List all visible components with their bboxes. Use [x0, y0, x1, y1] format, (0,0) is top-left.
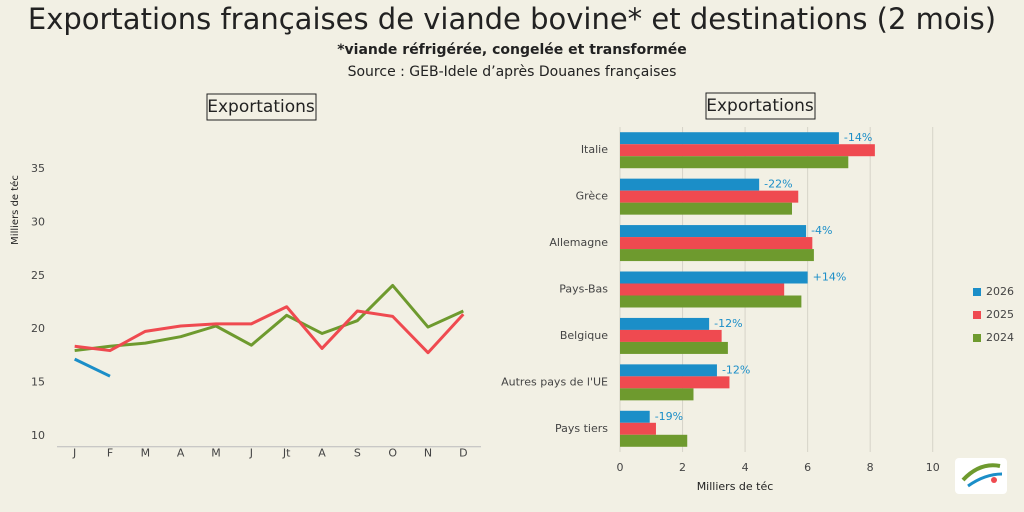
x-tick-label: Jt: [282, 447, 291, 460]
annotation: -12%: [722, 363, 750, 376]
annotation: -19%: [655, 410, 683, 423]
bar: [620, 271, 808, 284]
y-tick-label: 15: [31, 376, 45, 389]
y-tick-label: Allemagne: [549, 236, 608, 249]
bar: [620, 410, 650, 423]
y-tick-label: Pays-Bas: [559, 283, 608, 296]
x-tick-label: A: [177, 447, 185, 460]
legend-label: 2026: [986, 285, 1014, 298]
bar: [620, 132, 839, 145]
y-axis-label: Milliers de téc: [9, 175, 21, 245]
y-tick-label: Italie: [581, 143, 608, 156]
y-tick-label: 30: [31, 215, 45, 228]
legend-swatch: [973, 288, 981, 296]
x-tick-label: 8: [867, 461, 874, 474]
source: Source : GEB-Idele d’après Douanes franç…: [348, 64, 677, 80]
x-tick-label: D: [459, 447, 467, 460]
bar: [620, 422, 656, 435]
x-axis-label: Milliers de téc: [697, 480, 774, 493]
annotation: -14%: [844, 131, 872, 144]
chart-title: Exportations: [207, 97, 315, 117]
legend-label: 2025: [986, 308, 1014, 321]
x-tick-label: 6: [804, 461, 811, 474]
bar: [620, 329, 722, 342]
bar: [620, 178, 760, 191]
annotation: -4%: [811, 224, 832, 237]
bar: [620, 144, 875, 157]
bar: [620, 317, 710, 330]
x-tick-label: 0: [617, 461, 624, 474]
bar: [620, 249, 814, 262]
bar: [620, 156, 849, 169]
bar: [620, 202, 792, 215]
title-box: [705, 92, 816, 120]
y-tick-label: 25: [31, 269, 45, 282]
x-tick-label: J: [72, 447, 76, 460]
x-tick-label: J: [249, 447, 253, 460]
subtitle: *viande réfrigérée, congelée et transfor…: [337, 42, 687, 58]
x-tick-label: S: [354, 447, 361, 460]
bar: [620, 376, 730, 389]
bar: [620, 283, 785, 296]
bar: [620, 388, 694, 401]
y-tick-label: Autres pays de l'UE: [501, 375, 608, 388]
line-series: [74, 305, 465, 355]
x-tick-label: 10: [926, 461, 940, 474]
y-tick-label: 20: [31, 322, 45, 335]
title-box: [206, 93, 317, 121]
bar: [620, 341, 728, 354]
y-tick-label: 35: [31, 162, 45, 175]
x-tick-label: 4: [742, 461, 749, 474]
annotation: -12%: [714, 317, 742, 330]
title: Exportations françaises de viande bovine…: [28, 2, 996, 36]
annotation: -22%: [764, 178, 792, 191]
bar: [620, 237, 813, 250]
x-tick-label: N: [424, 447, 432, 460]
legend-label: 2024: [986, 331, 1014, 344]
bar: [620, 434, 688, 447]
line-series: [74, 357, 111, 378]
y-tick-label: Belgique: [560, 329, 608, 342]
x-tick-label: M: [211, 447, 221, 460]
legend-swatch: [973, 311, 981, 319]
y-tick-label: Grèce: [576, 190, 609, 203]
x-tick-label: F: [107, 447, 113, 460]
y-tick-label: Pays tiers: [555, 422, 608, 435]
x-tick-label: 2: [679, 461, 686, 474]
chart-title: Exportations: [706, 96, 814, 116]
bar: [620, 190, 799, 203]
bar: [620, 295, 802, 308]
bar: [620, 225, 807, 238]
line-series: [74, 283, 464, 353]
legend-swatch: [973, 334, 981, 342]
annotation: +14%: [813, 271, 847, 284]
x-tick-label: O: [388, 447, 397, 460]
x-tick-label: M: [141, 447, 151, 460]
x-tick-label: A: [318, 447, 326, 460]
bar: [620, 364, 717, 377]
y-tick-label: 10: [31, 429, 45, 442]
logo: [955, 458, 1007, 494]
